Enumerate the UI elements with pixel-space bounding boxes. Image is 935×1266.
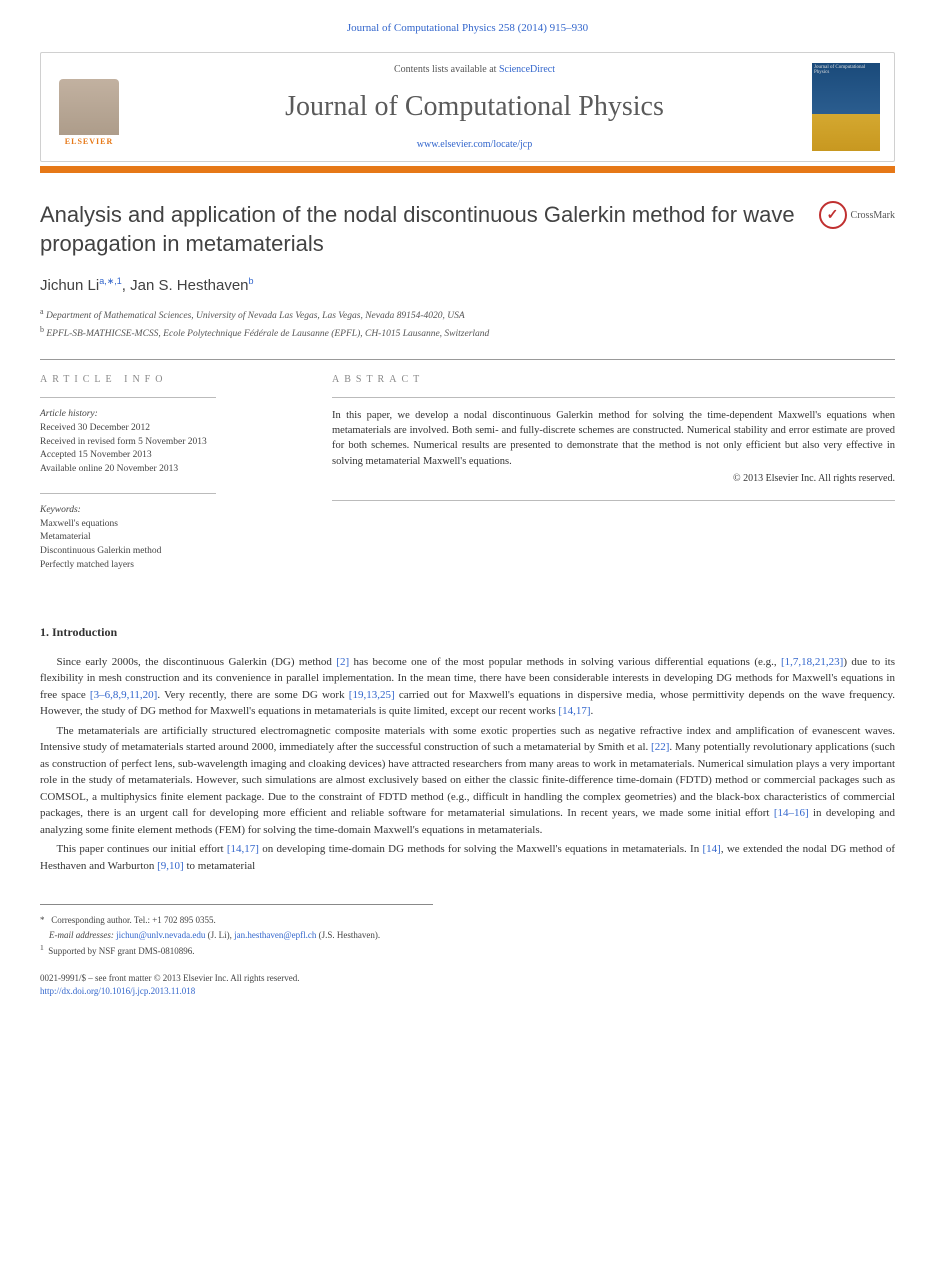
ref-link[interactable]: [14] (703, 843, 721, 855)
abstract-divider-bottom (332, 500, 895, 501)
intro-p1: Since early 2000s, the discontinuous Gal… (40, 654, 895, 720)
elsevier-logo: ELSEVIER (55, 68, 123, 146)
contents-available-line: Contents lists available at ScienceDirec… (137, 64, 812, 75)
affiliation-a-text: Department of Mathematical Sciences, Uni… (46, 311, 465, 321)
front-matter-line: 0021-9991/$ – see front matter © 2013 El… (40, 972, 895, 985)
footnote-1-sup: 1 (40, 943, 44, 952)
intro-p2: The metamaterials are artificially struc… (40, 723, 895, 839)
p3a: This paper continues our initial effort (57, 843, 227, 855)
p3d: to metamaterial (184, 860, 255, 872)
header-center: Contents lists available at ScienceDirec… (137, 64, 812, 150)
introduction-section: 1. Introduction Since early 2000s, the d… (40, 625, 895, 875)
p3b: on developing time-domain DG methods for… (259, 843, 703, 855)
history-online: Available online 20 November 2013 (40, 463, 292, 477)
authors-line: Jichun Lia,∗,1, Jan S. Hesthavenb (40, 276, 895, 294)
p1f: . (591, 705, 594, 717)
crossmark-badge[interactable]: ✓ CrossMark (819, 201, 895, 229)
email-2-who: (J.S. Hesthaven). (316, 930, 380, 940)
article-title: Analysis and application of the nodal di… (40, 201, 799, 258)
keywords-block: Keywords: Maxwell's equations Metamateri… (40, 504, 292, 573)
crossmark-label: CrossMark (851, 210, 895, 221)
elsevier-tree-icon (59, 79, 119, 135)
keyword-1: Maxwell's equations (40, 518, 292, 532)
orange-divider-bar (40, 166, 895, 173)
intro-heading: 1. Introduction (40, 625, 895, 640)
author-sep: , (122, 277, 130, 294)
ref-link[interactable]: [3–6,8,9,11,20] (90, 689, 157, 701)
journal-url[interactable]: www.elsevier.com/locate/jcp (137, 139, 812, 150)
ref-link[interactable]: [1,7,18,21,23] (781, 656, 843, 668)
footnotes: * Corresponding author. Tel.: +1 702 895… (40, 904, 433, 958)
journal-name: Journal of Computational Physics (137, 91, 812, 123)
corr-text: Corresponding author. Tel.: +1 702 895 0… (51, 915, 216, 925)
history-title: Article history: (40, 408, 292, 422)
elsevier-label: ELSEVIER (65, 137, 113, 146)
doi-link[interactable]: http://dx.doi.org/10.1016/j.jcp.2013.11.… (40, 986, 195, 996)
bottom-meta: 0021-9991/$ – see front matter © 2013 El… (40, 972, 895, 997)
ref-link[interactable]: [22] (651, 741, 669, 753)
abstract-text: In this paper, we develop a nodal discon… (332, 408, 895, 469)
email-line: E-mail addresses: jichun@unlv.nevada.edu… (40, 928, 433, 942)
author-1: Jichun Li (40, 277, 99, 294)
abstract-label: ABSTRACT (332, 374, 895, 385)
p1a: Since early 2000s, the discontinuous Gal… (57, 656, 337, 668)
abstract-divider (332, 397, 895, 398)
abstract-copyright: © 2013 Elsevier Inc. All rights reserved… (332, 473, 895, 484)
email-1-who: (J. Li), (205, 930, 234, 940)
abstract-column: ABSTRACT In this paper, we develop a nod… (332, 374, 895, 589)
ref-link[interactable]: [2] (336, 656, 349, 668)
ref-link[interactable]: [14,17] (227, 843, 259, 855)
history-accepted: Accepted 15 November 2013 (40, 449, 292, 463)
contents-prefix: Contents lists available at (394, 64, 499, 75)
corresponding-author: * Corresponding author. Tel.: +1 702 895… (40, 913, 433, 927)
email-label: E-mail addresses: (49, 930, 114, 940)
keyword-4: Perfectly matched layers (40, 559, 292, 573)
ref-link[interactable]: [9,10] (157, 860, 184, 872)
article-history-block: Article history: Received 30 December 20… (40, 408, 292, 477)
crossmark-icon: ✓ (819, 201, 847, 229)
ref-link[interactable]: [19,13,25] (349, 689, 395, 701)
p1b: has become one of the most popular metho… (349, 656, 781, 668)
keywords-title: Keywords: (40, 504, 292, 518)
author-2: Jan S. Hesthaven (130, 277, 248, 294)
ref-link[interactable]: [14,17] (558, 705, 590, 717)
author-2-sup: b (249, 276, 254, 286)
article-info-column: ARTICLE INFO Article history: Received 3… (40, 374, 292, 589)
ref-link[interactable]: [14–16] (774, 807, 809, 819)
title-row: Analysis and application of the nodal di… (40, 201, 895, 258)
sciencedirect-link[interactable]: ScienceDirect (499, 64, 555, 75)
footnote-1-text: Supported by NSF grant DMS-0810896. (48, 946, 194, 956)
affiliation-a: a Department of Mathematical Sciences, U… (40, 306, 895, 323)
journal-cover-thumb: Journal of Computational Physics (812, 63, 880, 151)
keyword-2: Metamaterial (40, 531, 292, 545)
keyword-3: Discontinuous Galerkin method (40, 545, 292, 559)
author-1-sup: a,∗,1 (99, 276, 122, 286)
info-divider (40, 493, 216, 494)
email-2-link[interactable]: jan.hesthaven@epfl.ch (234, 930, 316, 940)
affiliation-b-text: EPFL-SB-MATHICSE-MCSS, Ecole Polytechniq… (46, 329, 489, 339)
history-received: Received 30 December 2012 (40, 422, 292, 436)
p1d: . Very recently, there are some DG work (157, 689, 348, 701)
journal-header-box: ELSEVIER Contents lists available at Sci… (40, 52, 895, 162)
footnote-1: 1 Supported by NSF grant DMS-0810896. (40, 942, 433, 958)
article-info-label: ARTICLE INFO (40, 374, 292, 385)
history-revised: Received in revised form 5 November 2013 (40, 436, 292, 450)
info-abstract-row: ARTICLE INFO Article history: Received 3… (40, 374, 895, 589)
email-1-link[interactable]: jichun@unlv.nevada.edu (116, 930, 205, 940)
affiliations: a Department of Mathematical Sciences, U… (40, 306, 895, 341)
journal-citation: Journal of Computational Physics 258 (20… (40, 22, 895, 34)
intro-p3: This paper continues our initial effort … (40, 841, 895, 874)
affiliation-b: b EPFL-SB-MATHICSE-MCSS, Ecole Polytechn… (40, 324, 895, 341)
corr-marker: * (40, 915, 45, 925)
section-divider (40, 359, 895, 360)
info-divider (40, 397, 216, 398)
